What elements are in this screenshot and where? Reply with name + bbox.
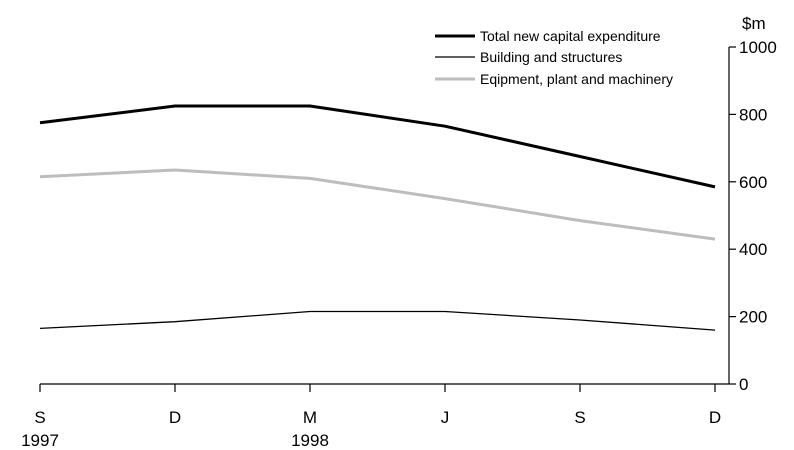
x-tick-label: J <box>441 408 450 427</box>
axes: 0 200 400 600 800 1000 S 1997 D M 1998 J S D <box>21 38 777 450</box>
legend-label-3: Eqipment, plant and machinery <box>480 71 673 87</box>
x-tick-label: M <box>303 408 317 427</box>
x-tick-label: S <box>34 408 45 427</box>
series-line-2 <box>39 310 716 331</box>
y-tick-label: 200 <box>739 308 767 327</box>
series-line-3 <box>39 168 716 241</box>
y-tick-label: 800 <box>739 105 767 124</box>
y-tick-label: 600 <box>739 173 767 192</box>
series-line-1 <box>39 104 716 189</box>
y-tick-label: 1000 <box>739 38 777 57</box>
y-tick-label: 400 <box>739 240 767 259</box>
x-tick-label: S <box>574 408 585 427</box>
series-layer <box>39 104 716 331</box>
x-tick-label: D <box>709 408 721 427</box>
x-year-label: 1997 <box>21 431 59 450</box>
y-tick-label: 0 <box>739 375 748 394</box>
legend-label-1: Total new capital expenditure <box>480 28 661 44</box>
y-axis-unit-label: $m <box>742 14 766 33</box>
legend: Total new capital expenditure Building an… <box>435 28 673 87</box>
x-tick-label: D <box>169 408 181 427</box>
x-year-label: 1998 <box>291 431 329 450</box>
legend-label-2: Building and structures <box>480 49 622 65</box>
